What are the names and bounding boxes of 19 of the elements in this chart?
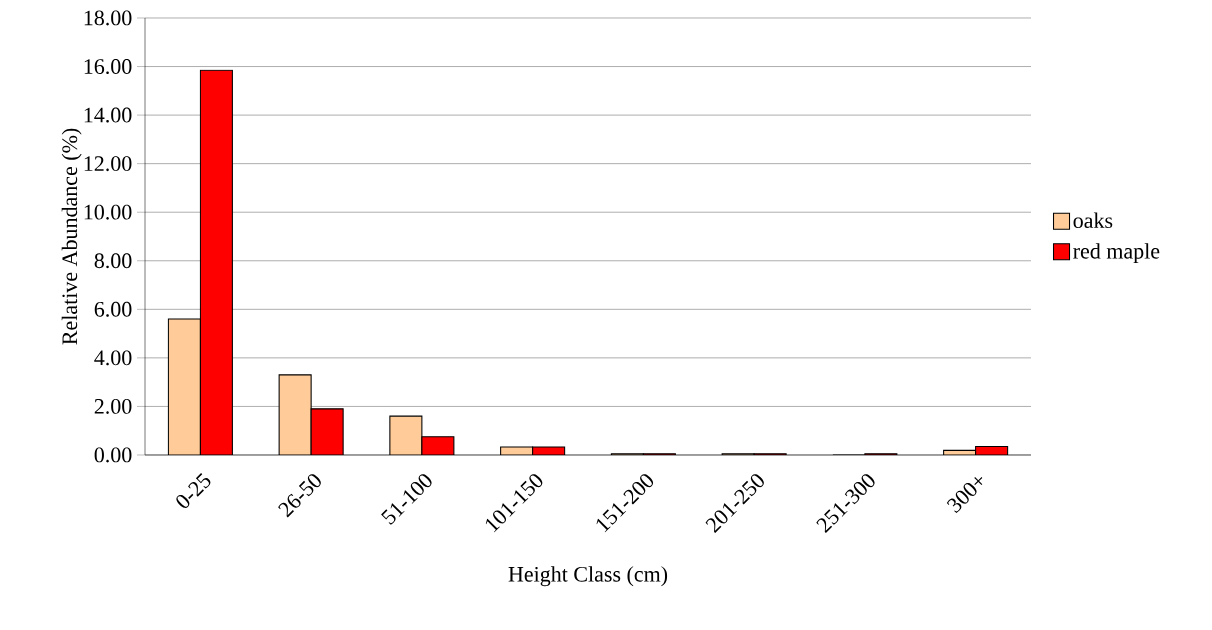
bar <box>199 69 233 455</box>
y-axis-title: Relative Abundance (%) <box>61 128 82 345</box>
bar <box>167 318 201 455</box>
y-tick-label: 14.00 <box>84 107 132 123</box>
y-tick-label: 4.00 <box>94 350 132 366</box>
y-tick-label: 10.00 <box>84 204 132 220</box>
y-tick-label: 18.00 <box>84 10 132 26</box>
y-tick-label: 16.00 <box>84 59 132 75</box>
x-axis-title: Height Class (cm) <box>508 566 668 587</box>
bar <box>278 374 312 455</box>
y-tick-label: 8.00 <box>94 253 132 269</box>
x-tick-label: 0-25 <box>176 473 211 508</box>
x-tick-label: 300+ <box>946 477 983 513</box>
y-tick-label: 2.00 <box>94 398 132 414</box>
legend-label: red maple <box>1073 243 1160 264</box>
y-tick-label: 12.00 <box>84 156 132 172</box>
y-tick-label: 6.00 <box>94 301 132 317</box>
y-tick-label: 0.00 <box>94 447 132 463</box>
legend-label: oaks <box>1073 212 1113 229</box>
